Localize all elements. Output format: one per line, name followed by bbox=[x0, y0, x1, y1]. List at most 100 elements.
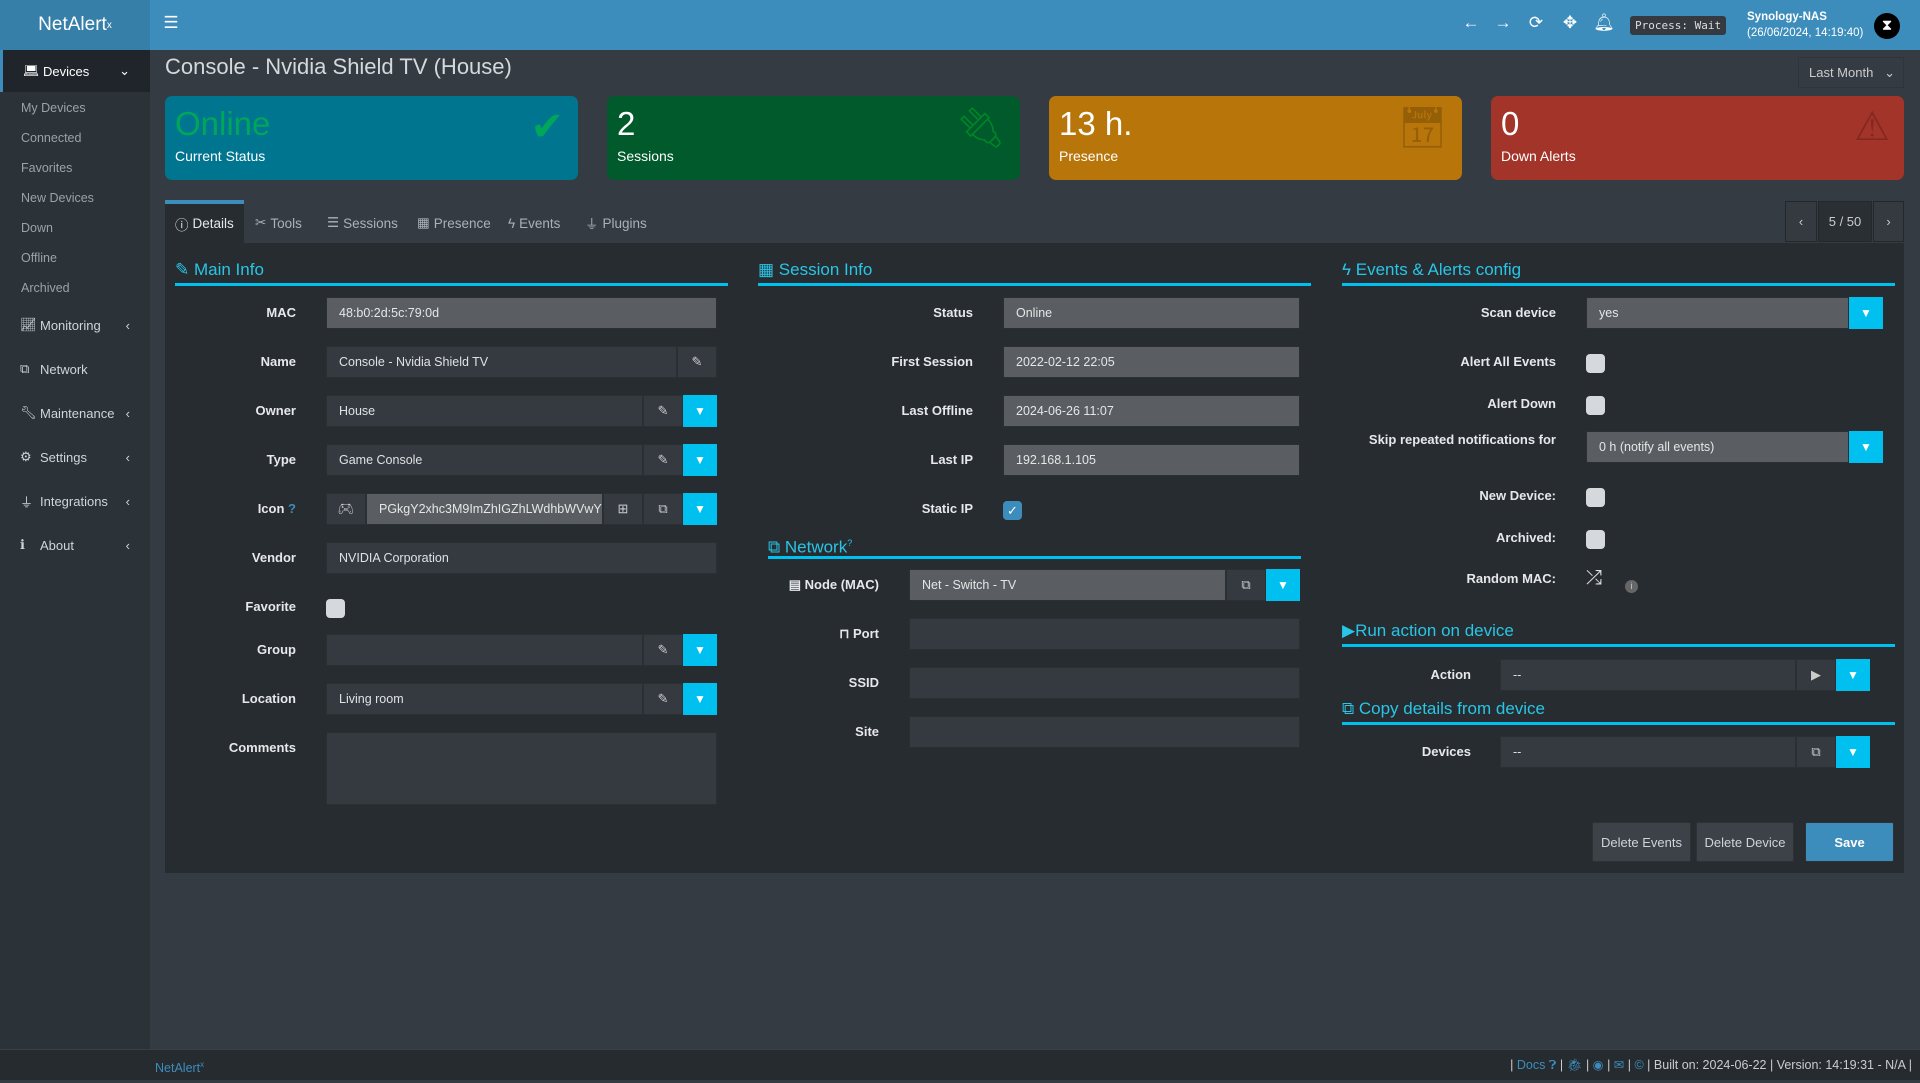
status-card[interactable]: Online Current Status ✔ bbox=[165, 96, 578, 180]
bell-icon[interactable]: 🔔︎ bbox=[1593, 13, 1615, 32]
ssid-field[interactable] bbox=[909, 667, 1300, 699]
play-icon[interactable]: ▶ bbox=[1796, 659, 1836, 691]
caret-down-icon[interactable]: ▼ bbox=[683, 444, 717, 476]
avatar[interactable]: ⧗ bbox=[1874, 13, 1900, 39]
tab-sessions[interactable]: ☰ Sessions bbox=[327, 203, 398, 243]
help-icon[interactable]: ? bbox=[288, 501, 296, 516]
copyright-icon[interactable]: © bbox=[1634, 1058, 1644, 1072]
presence-card[interactable]: 13 h. Presence 📅︎ bbox=[1049, 96, 1462, 180]
caret-down-icon[interactable]: ▼ bbox=[1836, 659, 1870, 691]
type-field[interactable]: Game Console bbox=[326, 444, 643, 476]
next-device-button[interactable]: › bbox=[1873, 201, 1904, 242]
alert-all-events-checkbox[interactable] bbox=[1586, 354, 1605, 373]
github-icon[interactable]: ◉ bbox=[1592, 1058, 1604, 1072]
static-ip-checkbox[interactable]: ✓ bbox=[1003, 501, 1022, 520]
status-field[interactable]: Online bbox=[1003, 297, 1300, 329]
sidebar-sub-connected[interactable]: Connected bbox=[21, 131, 82, 145]
owner-field[interactable]: House bbox=[326, 395, 643, 427]
sidebar-item-maintenance[interactable]: 🔧︎ Maintenance ‹ bbox=[0, 392, 150, 434]
scan-device-select[interactable]: yes bbox=[1586, 297, 1849, 329]
name-field[interactable]: Console - Nvidia Shield TV bbox=[326, 346, 677, 378]
first-session-field[interactable]: 2022-02-12 22:05 bbox=[1003, 346, 1300, 378]
info-icon[interactable]: i bbox=[1625, 580, 1638, 593]
sidebar-sub-favorites[interactable]: Favorites bbox=[21, 161, 73, 175]
caret-down-icon[interactable]: ▼ bbox=[683, 395, 717, 427]
bug-icon[interactable]: 🐞︎ bbox=[1566, 1058, 1583, 1072]
caret-down-icon[interactable]: ▼ bbox=[1849, 297, 1883, 329]
delete-events-button[interactable]: Delete Events bbox=[1592, 822, 1691, 862]
caret-down-icon[interactable]: ▼ bbox=[1836, 736, 1870, 768]
sidebar-sub-my-devices[interactable]: My Devices bbox=[21, 101, 86, 115]
icon-field[interactable]: PGkgY2xhc3M9ImZhIGZhLWdhbWVwYWQiPjwvaT4= bbox=[366, 493, 603, 525]
arrow-left-icon[interactable]: ← bbox=[1462, 13, 1480, 32]
laptop-icon: 💻︎ bbox=[23, 63, 40, 78]
pencil-icon[interactable]: ✎ bbox=[643, 634, 683, 666]
new-device-checkbox[interactable] bbox=[1586, 488, 1605, 507]
caret-down-icon[interactable]: ▼ bbox=[683, 634, 717, 666]
sidebar-sub-offline[interactable]: Offline bbox=[21, 251, 57, 265]
tab-tools[interactable]: ✂ Tools bbox=[255, 203, 302, 243]
info-icon: ℹ bbox=[20, 537, 25, 552]
node-field[interactable]: Net - Switch - TV bbox=[909, 569, 1226, 601]
sidebar-item-about[interactable]: ℹ About ‹ bbox=[0, 524, 150, 566]
envelope-icon[interactable]: ✉ bbox=[1613, 1058, 1625, 1072]
plus-square-icon[interactable]: ⊞ bbox=[603, 493, 643, 525]
copy-icon[interactable]: ⧉ bbox=[1796, 736, 1836, 768]
sidebar-item-label: Maintenance bbox=[40, 405, 115, 421]
action-select[interactable]: -- bbox=[1500, 659, 1796, 691]
logo[interactable]: NetAlert x bbox=[0, 0, 150, 50]
tab-details[interactable]: ⓘ Details bbox=[165, 200, 244, 243]
caret-down-icon[interactable]: ▼ bbox=[1849, 431, 1883, 463]
move-icon[interactable]: ✥ bbox=[1562, 13, 1578, 32]
help-icon[interactable]: ? bbox=[847, 538, 853, 548]
alert-down-checkbox[interactable] bbox=[1586, 396, 1605, 415]
footer-brand[interactable]: NetAlertx bbox=[155, 1050, 204, 1083]
last-ip-field[interactable]: 192.168.1.105 bbox=[1003, 444, 1300, 476]
mac-field[interactable]: 48:b0:2d:5c:79:0d bbox=[326, 297, 717, 329]
site-field[interactable] bbox=[909, 716, 1300, 748]
copy-devices-select[interactable]: -- bbox=[1500, 736, 1796, 768]
location-field[interactable]: Living room bbox=[326, 683, 643, 715]
tab-events[interactable]: ϟ Events bbox=[508, 203, 560, 243]
menu-icon[interactable]: ☰ bbox=[163, 13, 179, 32]
external-link-icon[interactable]: ⧉ bbox=[1226, 569, 1266, 601]
pencil-icon[interactable]: ✎ bbox=[643, 444, 683, 476]
sidebar-item-devices[interactable]: 💻︎ Devices ⌄ bbox=[0, 50, 150, 92]
caret-down-icon[interactable]: ▼ bbox=[683, 683, 717, 715]
sidebar-item-settings[interactable]: ⚙ Settings ‹ bbox=[0, 436, 150, 478]
sidebar-item-monitoring[interactable]: 📈︎ Monitoring ‹ bbox=[0, 304, 150, 346]
down-alerts-card[interactable]: 0 Down Alerts ⚠ bbox=[1491, 96, 1904, 180]
skip-notifications-select[interactable]: 0 h (notify all events) bbox=[1586, 431, 1849, 463]
docs-link[interactable]: Docs ❓︎ bbox=[1517, 1058, 1556, 1072]
pencil-icon[interactable]: ✎ bbox=[643, 683, 683, 715]
period-select[interactable]: Last Month ⌄ bbox=[1798, 57, 1904, 88]
tab-plugins[interactable]: ⏚ Plugins bbox=[585, 203, 647, 243]
sidebar-sub-archived[interactable]: Archived bbox=[21, 281, 70, 295]
save-button[interactable]: Save bbox=[1805, 822, 1894, 862]
refresh-icon[interactable]: ⟳ bbox=[1528, 13, 1544, 32]
sidebar-item-network[interactable]: ⧉ Network bbox=[0, 348, 150, 390]
copy-icon[interactable]: ⧉ bbox=[643, 493, 683, 525]
pencil-icon[interactable]: ✎ bbox=[643, 395, 683, 427]
vendor-field[interactable]: NVIDIA Corporation bbox=[326, 542, 717, 574]
sidebar-item-integrations[interactable]: ⏚ Integrations ‹ bbox=[0, 480, 150, 522]
last-offline-field[interactable]: 2024-06-26 11:07 bbox=[1003, 395, 1300, 427]
archived-checkbox[interactable] bbox=[1586, 530, 1605, 549]
caret-down-icon[interactable]: ▼ bbox=[683, 493, 717, 525]
favorite-checkbox[interactable] bbox=[326, 599, 345, 618]
warning-icon: ⚠ bbox=[1854, 105, 1890, 149]
sidebar-sub-new-devices[interactable]: New Devices bbox=[21, 191, 94, 205]
pencil-icon[interactable]: ✎ bbox=[677, 346, 717, 378]
sessions-card[interactable]: 2 Sessions 🔌︎ bbox=[607, 96, 1020, 180]
prev-device-button[interactable]: ‹ bbox=[1785, 201, 1817, 242]
section-title: Main Info bbox=[193, 260, 264, 279]
events-alerts-header: ϟ Events & Alerts config bbox=[1342, 259, 1895, 286]
tab-presence[interactable]: ▦ Presence bbox=[417, 203, 491, 243]
caret-down-icon[interactable]: ▼ bbox=[1266, 569, 1300, 601]
arrow-right-icon[interactable]: → bbox=[1494, 13, 1512, 32]
port-field[interactable] bbox=[909, 618, 1300, 650]
comments-textarea[interactable] bbox=[326, 732, 717, 805]
group-field[interactable] bbox=[326, 634, 643, 666]
sidebar-sub-down[interactable]: Down bbox=[21, 221, 53, 235]
delete-device-button[interactable]: Delete Device bbox=[1696, 822, 1794, 862]
